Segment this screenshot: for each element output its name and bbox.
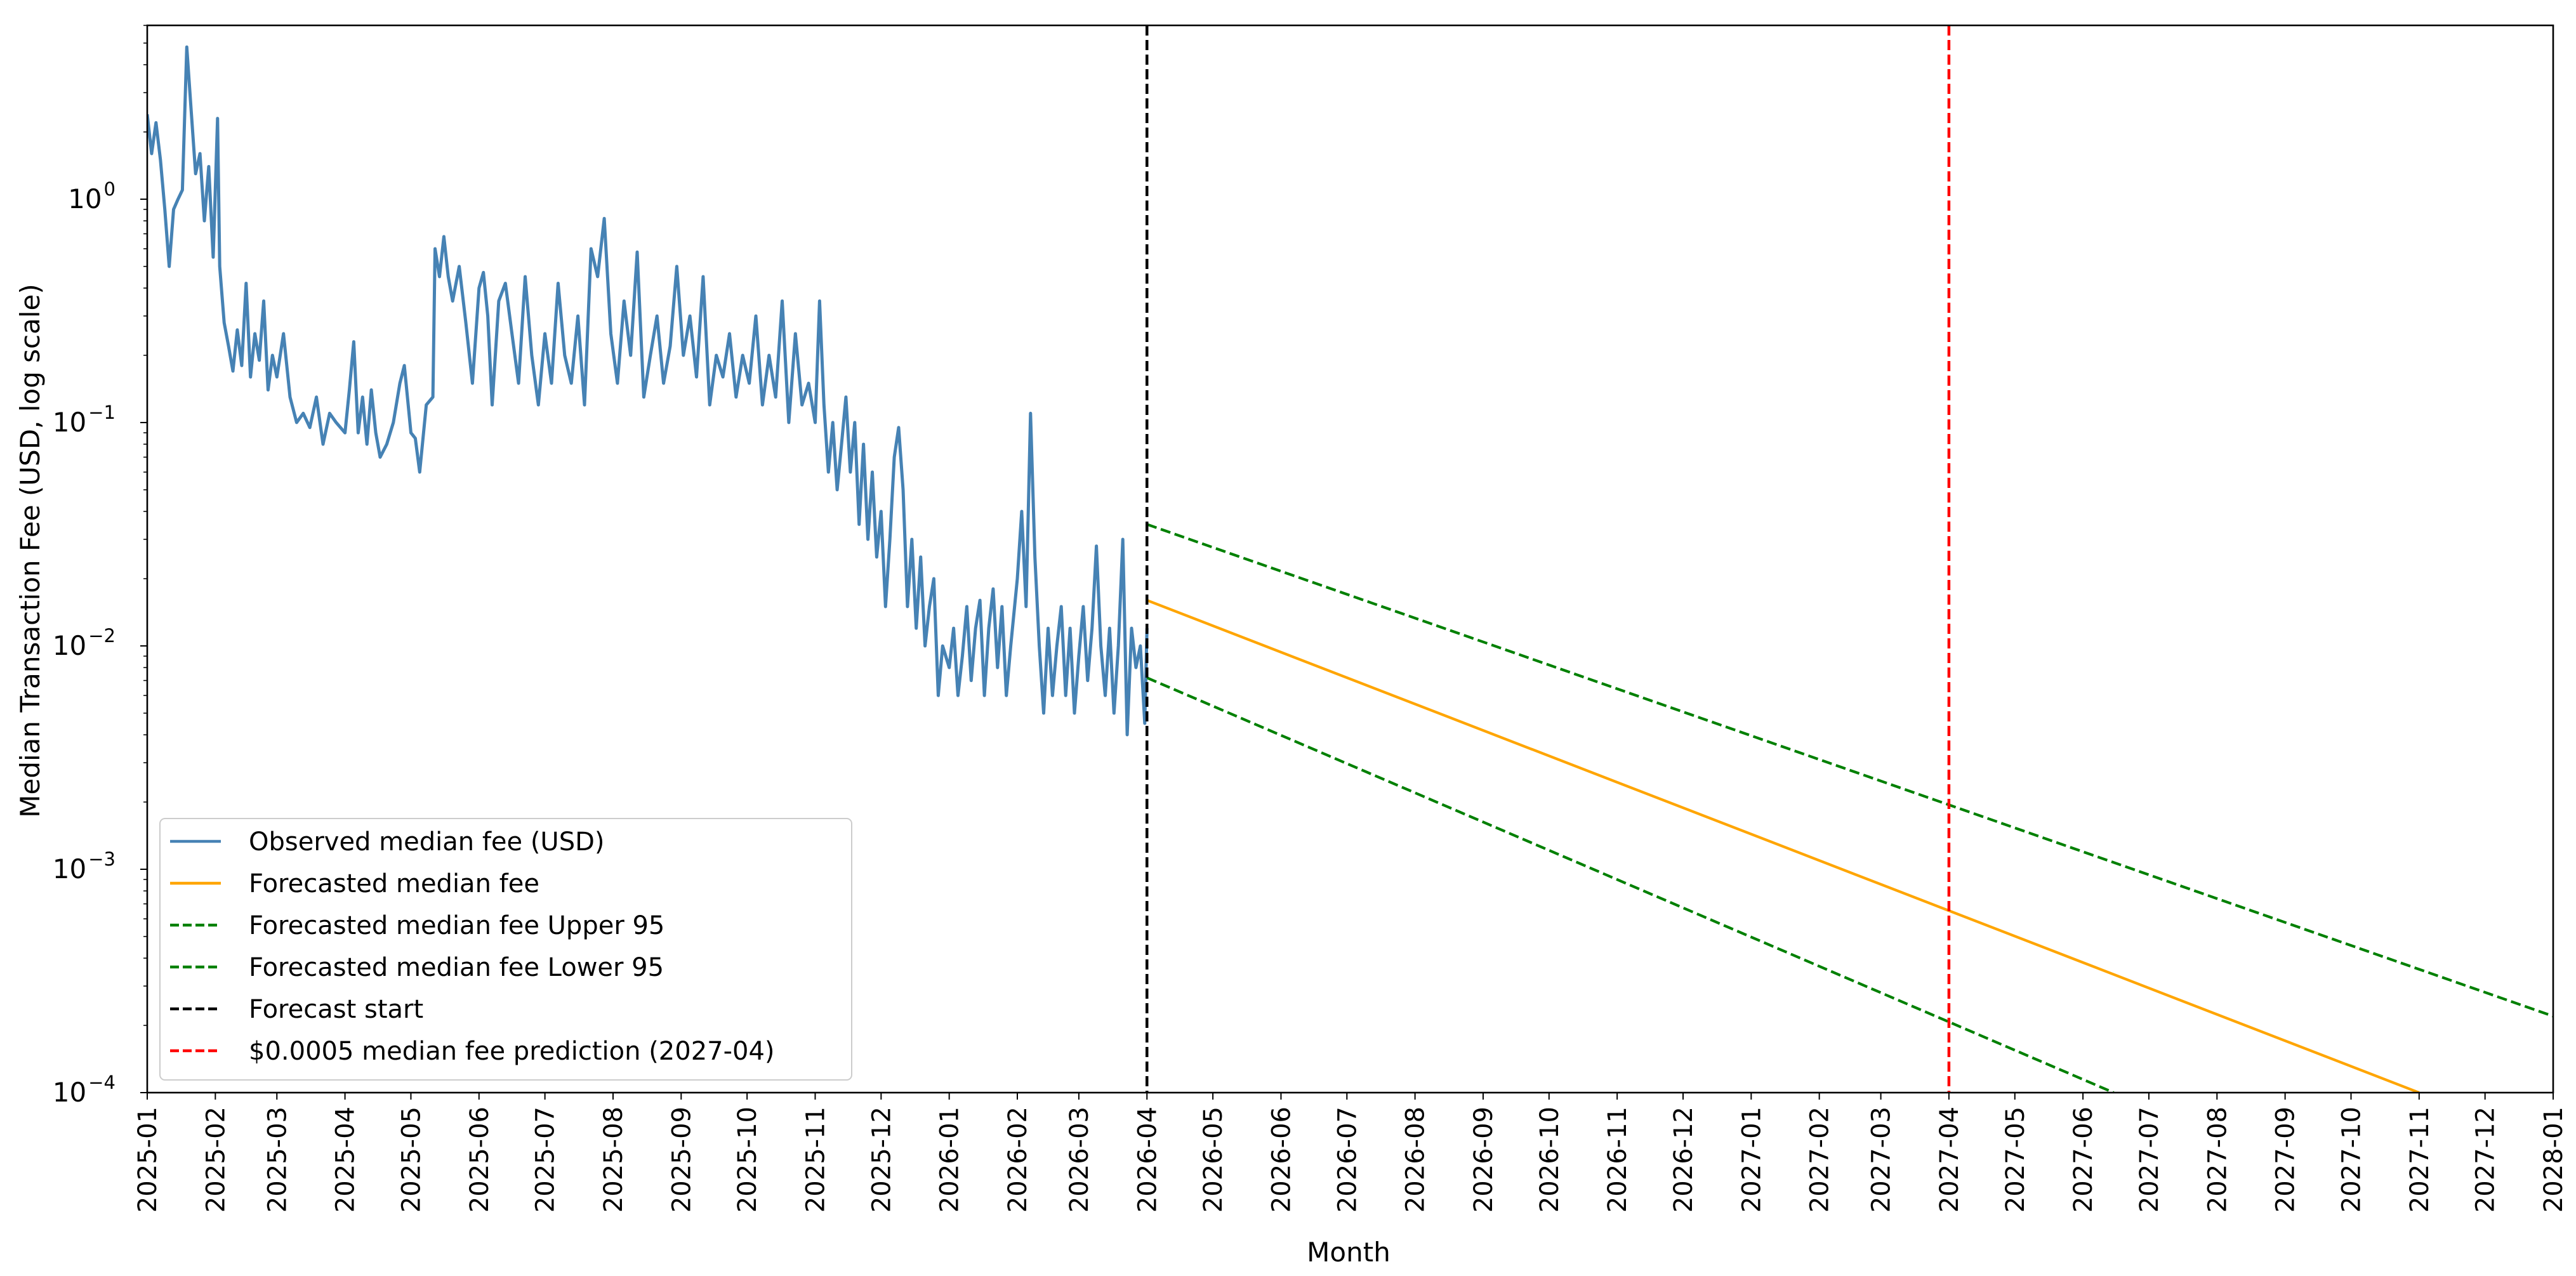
legend-label: Forecasted median fee <box>249 869 539 898</box>
x-tick-label: 2025-03 <box>263 1107 292 1213</box>
y-tick-label: 10 −3 <box>53 848 116 885</box>
x-axis-label: Month <box>1307 1237 1390 1268</box>
axes-layer: 2025-01 2025-02 2025-03 2025-04 2025-05 2025-… <box>53 24 2568 1213</box>
x-tick-label: 2028-01 <box>2539 1107 2568 1213</box>
x-tick-label: 2026-01 <box>935 1107 965 1213</box>
x-tick-label: 2026-05 <box>1199 1107 1228 1213</box>
x-tick-label: 2026-02 <box>1003 1107 1033 1213</box>
y-axis-label: Median Transaction Fee (USD, log scale) <box>15 284 46 817</box>
series-line-forecasted-median-fee-upper-95 <box>1146 523 2553 1018</box>
x-tick-label: 2027-05 <box>2001 1107 2030 1213</box>
x-tick-label: 2025-04 <box>331 1107 360 1213</box>
x-tick-label: 2027-06 <box>2069 1107 2098 1213</box>
x-tick-label: 2025-08 <box>599 1107 628 1213</box>
x-tick-label: 2025-05 <box>397 1107 426 1213</box>
series-line-forecasted-median-fee <box>1146 599 2420 1093</box>
x-tick-label: 2026-10 <box>1535 1107 1564 1213</box>
x-tick-label: 2025-10 <box>733 1107 762 1213</box>
x-tick-label: 2025-12 <box>867 1107 896 1213</box>
x-tick-label: 2027-08 <box>2203 1107 2232 1213</box>
x-tick-label: 2027-12 <box>2471 1107 2500 1213</box>
x-tick-label: 2025-01 <box>133 1107 162 1213</box>
y-tick-label: 10 0 <box>68 178 116 214</box>
x-tick-label: 2027-10 <box>2337 1107 2367 1213</box>
legend-label: Observed median fee (USD) <box>249 827 605 857</box>
x-tick-label: 2025-02 <box>201 1107 230 1213</box>
x-tick-label: 2026-12 <box>1669 1107 1698 1213</box>
plot-area <box>147 25 2553 1093</box>
x-tick-label: 2026-08 <box>1401 1107 1430 1213</box>
x-tick-label: 2026-11 <box>1603 1107 1632 1213</box>
legend-label: Forecasted median fee Upper 95 <box>249 911 664 940</box>
x-tick-label: 2027-03 <box>1867 1107 1896 1213</box>
plot-frame <box>146 24 2554 1094</box>
x-tick-label: 2025-09 <box>667 1107 696 1213</box>
x-tick-label: 2027-11 <box>2405 1107 2434 1213</box>
x-tick-label: 2027-09 <box>2271 1107 2301 1213</box>
series-line-forecasted-median-fee-lower-95 <box>1146 676 2115 1093</box>
legend-label: $0.0005 median fee prediction (2027-04) <box>249 1037 775 1066</box>
x-tick-label: 2026-09 <box>1469 1107 1498 1213</box>
series-line-observed-median-fee-usd <box>147 45 1149 737</box>
legend: Observed median fee (USD) Forecasted medi… <box>159 818 852 1081</box>
legend-label: Forecast start <box>249 995 423 1024</box>
y-tick-label: 10 −1 <box>53 402 116 438</box>
x-tick-label: 2026-06 <box>1267 1107 1296 1213</box>
legend-label: Forecasted median fee Lower 95 <box>249 953 664 982</box>
x-tick-label: 2027-02 <box>1806 1107 1835 1213</box>
x-tick-label: 2027-01 <box>1737 1107 1766 1213</box>
x-tick-label: 2025-07 <box>531 1107 560 1213</box>
y-tick-label: 10 −2 <box>53 625 116 661</box>
y-tick-label: 10 −4 <box>53 1072 116 1108</box>
x-tick-label: 2026-04 <box>1133 1107 1162 1213</box>
x-tick-label: 2026-03 <box>1065 1107 1094 1213</box>
x-tick-label: 2025-06 <box>465 1107 494 1213</box>
legend-box <box>159 818 852 1081</box>
plot-layer <box>147 25 2553 1093</box>
x-tick-label: 2027-04 <box>1935 1107 1964 1213</box>
x-tick-label: 2025-11 <box>802 1107 831 1213</box>
x-tick-label: 2026-07 <box>1333 1107 1362 1213</box>
x-tick-label: 2027-07 <box>2135 1107 2164 1213</box>
